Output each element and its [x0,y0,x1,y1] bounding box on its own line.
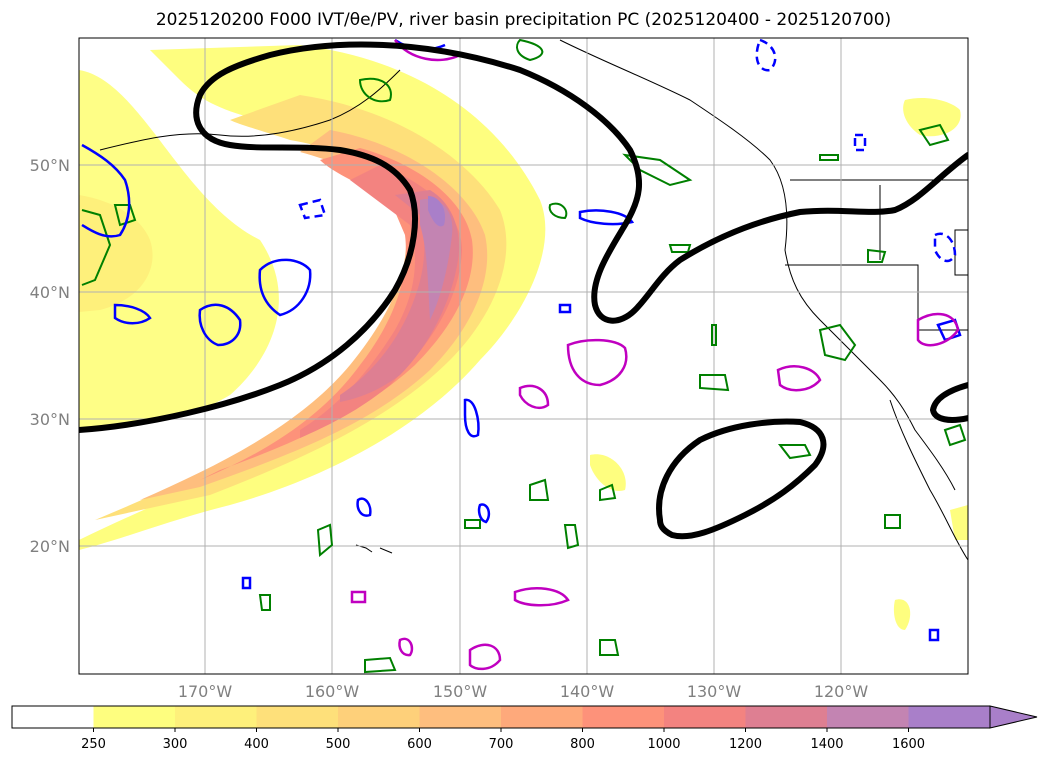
lon-label-130w: 130°W [687,682,742,701]
pv-blue-contours [81,38,962,642]
lat-label-50n: 50°N [30,156,70,175]
colorbar-tick-label: 1400 [810,737,843,752]
colorbar-tick-label: 800 [570,737,595,752]
lon-label-160w: 160°W [305,682,360,701]
colorbar-tick-label: 300 [163,737,188,752]
ivt-contours [79,41,968,540]
lon-label-170w: 170°W [178,682,233,701]
colorbar-swatch [419,706,502,728]
lat-label-40n: 40°N [30,283,70,302]
map-title: 2025120200 F000 IVT/θe/PV, river basin p… [155,10,892,30]
lon-labels: 170°W 160°W 150°W 140°W 130°W 120°W [178,682,869,701]
colorbar-extend-arrow [989,705,1038,729]
lat-labels: 50°N 40°N 30°N 20°N [30,156,70,556]
colorbar-tick-label: 500 [326,737,351,752]
colorbar-swatch [256,706,339,728]
graticule [79,38,968,674]
colorbar-swatch [93,706,176,728]
lon-label-120w: 120°W [814,682,869,701]
colorbar-tick-label: 400 [244,737,269,752]
pv-blue-dashed [298,38,957,263]
colorbar-tick-label: 1000 [647,737,680,752]
colorbar-swatch [827,706,909,728]
colorbar-swatch [664,706,746,728]
colorbar-tick-label: 600 [407,737,432,752]
lat-label-30n: 30°N [30,410,70,429]
colorbar-tick-label: 1600 [892,737,925,752]
ivt-plume [79,45,968,630]
colorbar-swatch [12,706,94,728]
colorbar-tick-label: 700 [489,737,514,752]
colorbar-swatch [501,706,583,728]
theta-e-contours [81,38,967,674]
colorbar: 250 300 400 500 600 700 800 1000 1200 1400 1600 [11,705,1038,752]
lat-label-20n: 20°N [30,537,70,556]
colorbar-swatch [745,706,828,728]
colorbar-swatch [908,706,991,728]
pv-magenta-contours [350,39,960,671]
colorbar-tick-label: 250 [81,737,106,752]
map-frame [78,37,969,675]
lon-label-150w: 150°W [433,682,488,701]
lon-label-140w: 140°W [560,682,615,701]
colorbar-swatch [175,706,257,728]
colorbar-tick-label: 1200 [729,737,762,752]
colorbar-swatch [338,706,420,728]
colorbar-swatch [582,706,665,728]
